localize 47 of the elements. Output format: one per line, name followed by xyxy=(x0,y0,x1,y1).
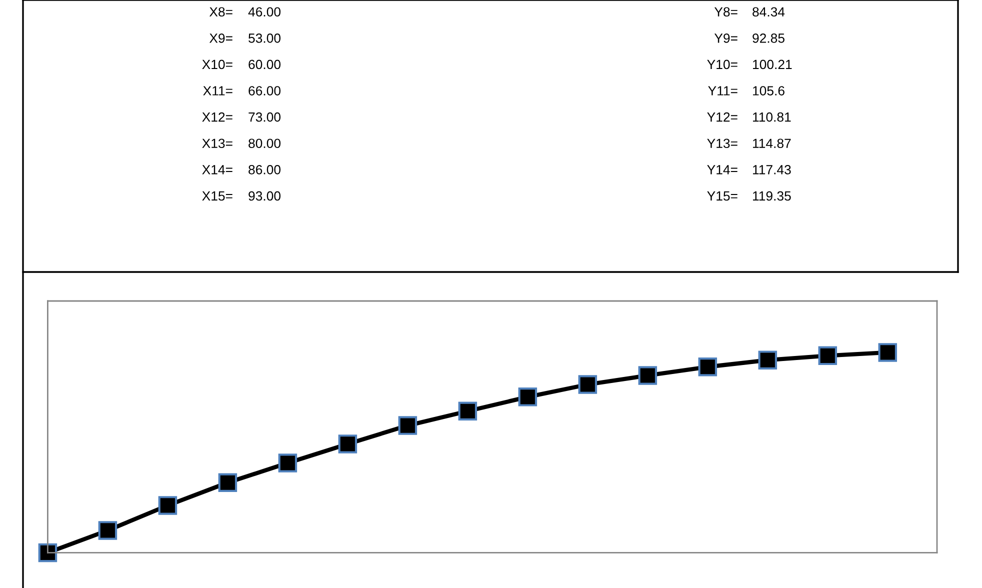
text: 66.00 xyxy=(248,86,280,96)
text: 93.00 xyxy=(248,191,280,201)
text: Y14= xyxy=(707,165,738,174)
text: X13= xyxy=(202,138,232,148)
text: Y10= xyxy=(707,60,738,70)
point xyxy=(818,346,838,366)
text: Y15= xyxy=(707,191,738,201)
point xyxy=(218,473,238,492)
text: X11= xyxy=(203,86,232,96)
text: X10= xyxy=(202,60,232,70)
text: Y11= xyxy=(708,86,738,96)
text: 60.00 xyxy=(248,60,280,70)
point xyxy=(518,388,538,406)
text: 86.00 xyxy=(248,165,280,174)
text: 46.00 xyxy=(248,7,280,17)
text: 92.85 xyxy=(752,34,784,43)
point xyxy=(398,416,418,435)
point xyxy=(878,343,898,362)
text: X14= xyxy=(202,165,232,174)
point xyxy=(758,350,778,370)
text: 119.35 xyxy=(753,191,791,201)
text: 80.00 xyxy=(248,138,280,148)
text: 110.81 xyxy=(753,112,791,122)
text: X8= xyxy=(209,7,232,17)
text: 105.6 xyxy=(753,86,784,96)
text: Y9= xyxy=(714,34,738,43)
point xyxy=(698,358,718,376)
point xyxy=(38,543,58,562)
point xyxy=(578,375,598,394)
text: 117.43 xyxy=(753,165,791,174)
text: 100.21 xyxy=(753,60,792,70)
text: Y12= xyxy=(707,112,738,122)
point xyxy=(98,521,118,540)
text: Y13= xyxy=(707,138,738,148)
text: Y8= xyxy=(714,7,738,17)
text: X12= xyxy=(202,112,232,122)
text: X15= xyxy=(202,191,232,201)
point xyxy=(458,402,478,421)
text: X9= xyxy=(209,34,232,43)
point xyxy=(278,454,298,472)
point xyxy=(638,366,658,385)
text: 53.00 xyxy=(248,34,280,43)
text: 84.34 xyxy=(752,7,785,17)
point xyxy=(158,496,178,515)
text: 73.00 xyxy=(248,112,280,122)
text: 114.87 xyxy=(753,138,791,148)
point xyxy=(338,434,358,454)
